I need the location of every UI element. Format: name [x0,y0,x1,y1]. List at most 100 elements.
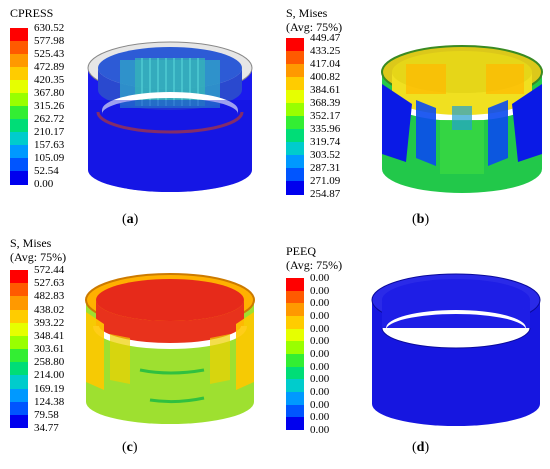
legend-value: 0.00 [310,373,330,386]
legend-title-line-2: (Avg: 75%) [10,250,67,264]
legend-color-swatch [286,417,304,431]
legend-value: 287.31 [310,162,341,174]
legend-value: 319.74 [310,136,341,148]
legend-value: 105.09 [34,152,65,164]
legend-value: 348.41 [34,329,65,342]
legend-color-swatch [286,392,304,406]
legend-value: 124.38 [34,395,65,408]
legend-value: 368.39 [310,97,341,109]
legend-value: 157.63 [34,139,65,151]
legend-color-swatch [286,303,304,317]
legend-color-swatch [10,296,28,310]
legend-color-swatch [10,414,28,429]
legend-value: 52.54 [34,165,59,177]
legend-value: 79.58 [34,408,59,421]
legend-value: 169.19 [34,382,65,395]
legend-color-swatch [286,142,304,156]
legend-value: 0.00 [310,297,330,310]
legend-color-swatch [286,290,304,304]
legend-value: 271.09 [310,175,341,187]
legend-color-bar [10,270,28,429]
legend-title-line-2: (Avg: 75%) [286,20,343,34]
legend-color-swatch [10,132,28,146]
legend-title-line-2: (Avg: 75%) [286,258,343,272]
legend-color-swatch [286,404,304,418]
legend-value: 433.25 [310,45,341,57]
contour-plot-cylinder [85,273,255,424]
legend-value: 214.00 [34,369,65,382]
legend-color-swatch [10,388,28,403]
legend-color-swatch [10,335,28,350]
legend-value: 420.35 [34,74,65,86]
legend-color-swatch [10,54,28,68]
legend-color-swatch [10,283,28,297]
legend-value: 577.98 [34,35,65,47]
legend-color-swatch [10,80,28,94]
caption-d: (d) [412,440,430,455]
legend-value: 0.00 [310,398,330,411]
legend-value: 210.17 [34,126,65,138]
caption-b: (b) [412,212,430,227]
legend-value: 315.26 [34,100,65,112]
legend-color-swatch [286,38,304,52]
legend-value: 335.96 [310,123,341,135]
legend-color-swatch [10,93,28,107]
legend-color-swatch [286,116,304,130]
legend-value: 0.00 [310,322,330,335]
caption-c: (c) [122,440,138,455]
legend-color-swatch [286,90,304,104]
legend-value: 303.52 [310,149,341,161]
legend-color-swatch [10,106,28,120]
legend-value: 482.83 [34,290,65,303]
legend-color-bar [10,28,28,185]
legend-value: 472.89 [34,61,65,73]
legend-color-swatch [286,155,304,169]
legend-color-swatch [286,51,304,65]
legend-value: 258.80 [34,356,65,369]
caption-a: (a) [122,212,139,227]
legend-color-swatch [286,64,304,78]
legend-color-swatch [10,145,28,159]
legend-color-swatch [10,67,28,81]
legend-color-swatch [10,401,28,416]
legend-color-swatch [10,349,28,363]
legend-value: 0.00 [310,411,330,424]
legend-value: 0.00 [310,272,330,284]
legend-value: 0.00 [310,424,330,436]
legend-value: 0.00 [34,178,54,190]
legend-color-swatch [10,158,28,172]
legend-value: 525.43 [34,48,65,60]
legend-value: 0.00 [310,335,330,348]
contour-plot-cylinder [381,45,543,193]
legend-color-swatch [286,181,304,195]
legend-value: 34.77 [34,422,59,434]
legend-title-line-1: CPRESS [10,6,54,20]
legend-value: 0.00 [310,284,330,297]
legend-color-swatch [286,316,304,330]
legend-color-swatch [286,379,304,393]
legend-value: 384.61 [310,84,341,96]
legend-value: 630.52 [34,22,65,34]
legend-value: 254.87 [310,188,341,200]
legend-value: 352.17 [310,110,341,122]
legend-color-swatch [10,41,28,55]
legend-value: 0.00 [310,310,330,322]
legend-value: 0.00 [310,360,330,373]
legend-value: 303.61 [34,343,65,355]
legend-value: 449.47 [310,32,341,44]
legend-value: 262.72 [34,113,65,125]
legend-color-swatch [286,168,304,182]
legend-color-swatch [286,328,304,342]
legend-color-swatch [286,354,304,368]
contour-plot-cylinder [371,273,541,426]
legend-color-swatch [10,375,28,389]
legend-value: 572.44 [34,264,65,276]
legend-color-swatch [10,309,28,324]
legend-color-swatch [10,171,28,185]
legend-color-bar [286,38,304,195]
legend-color-swatch [286,129,304,143]
legend-color-swatch [286,103,304,117]
legend-title-line-1: PEEQ [286,244,316,258]
legend-value: 0.00 [310,348,330,360]
legend-color-swatch [10,270,28,284]
